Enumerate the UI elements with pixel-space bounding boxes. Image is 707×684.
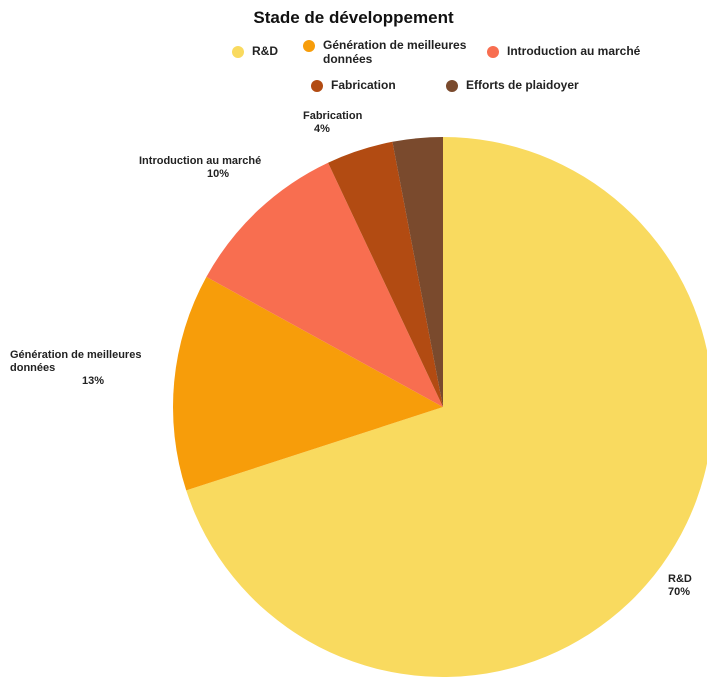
legend-swatch xyxy=(303,40,315,52)
legend-item-rd: R&D xyxy=(232,44,278,58)
legend-label: R&D xyxy=(252,44,278,58)
slice-label-1: données xyxy=(10,362,55,374)
legend-swatch xyxy=(487,46,499,58)
pie-slice-2 xyxy=(206,162,443,407)
slice-label-0: R&D xyxy=(668,573,692,585)
legend-item-fabrication: Fabrication xyxy=(311,78,396,92)
legend: R&D Génération de meilleures données Int… xyxy=(0,38,707,98)
chart-title: Stade de développement xyxy=(253,8,454,27)
legend-item-introduction: Introduction au marché xyxy=(487,44,640,58)
pie-slice-4 xyxy=(392,137,443,407)
slice-value-label-1: 13% xyxy=(82,375,104,387)
legend-label: Fabrication xyxy=(331,78,396,92)
slice-label-3: Fabrication xyxy=(303,110,363,122)
slice-label-2: Introduction au marché xyxy=(139,155,261,167)
legend-label: Efforts de plaidoyer xyxy=(466,78,579,92)
legend-swatch xyxy=(232,46,244,58)
slice-value-label-0: 70% xyxy=(668,586,690,598)
slice-label-1: Génération de meilleures xyxy=(10,349,141,361)
pie-slice-3 xyxy=(328,141,443,407)
slice-value-label-2: 10% xyxy=(207,168,229,180)
legend-item-generation: Génération de meilleures données xyxy=(303,38,466,66)
pie-slice-0 xyxy=(186,137,707,677)
pie-slice-1 xyxy=(173,276,443,491)
legend-item-plaidoyer: Efforts de plaidoyer xyxy=(446,78,579,92)
legend-swatch xyxy=(446,80,458,92)
legend-swatch xyxy=(311,80,323,92)
slice-value-label-3: 4% xyxy=(314,123,330,135)
legend-label: Introduction au marché xyxy=(507,44,641,58)
legend-label: Génération de meilleures données xyxy=(323,38,467,66)
